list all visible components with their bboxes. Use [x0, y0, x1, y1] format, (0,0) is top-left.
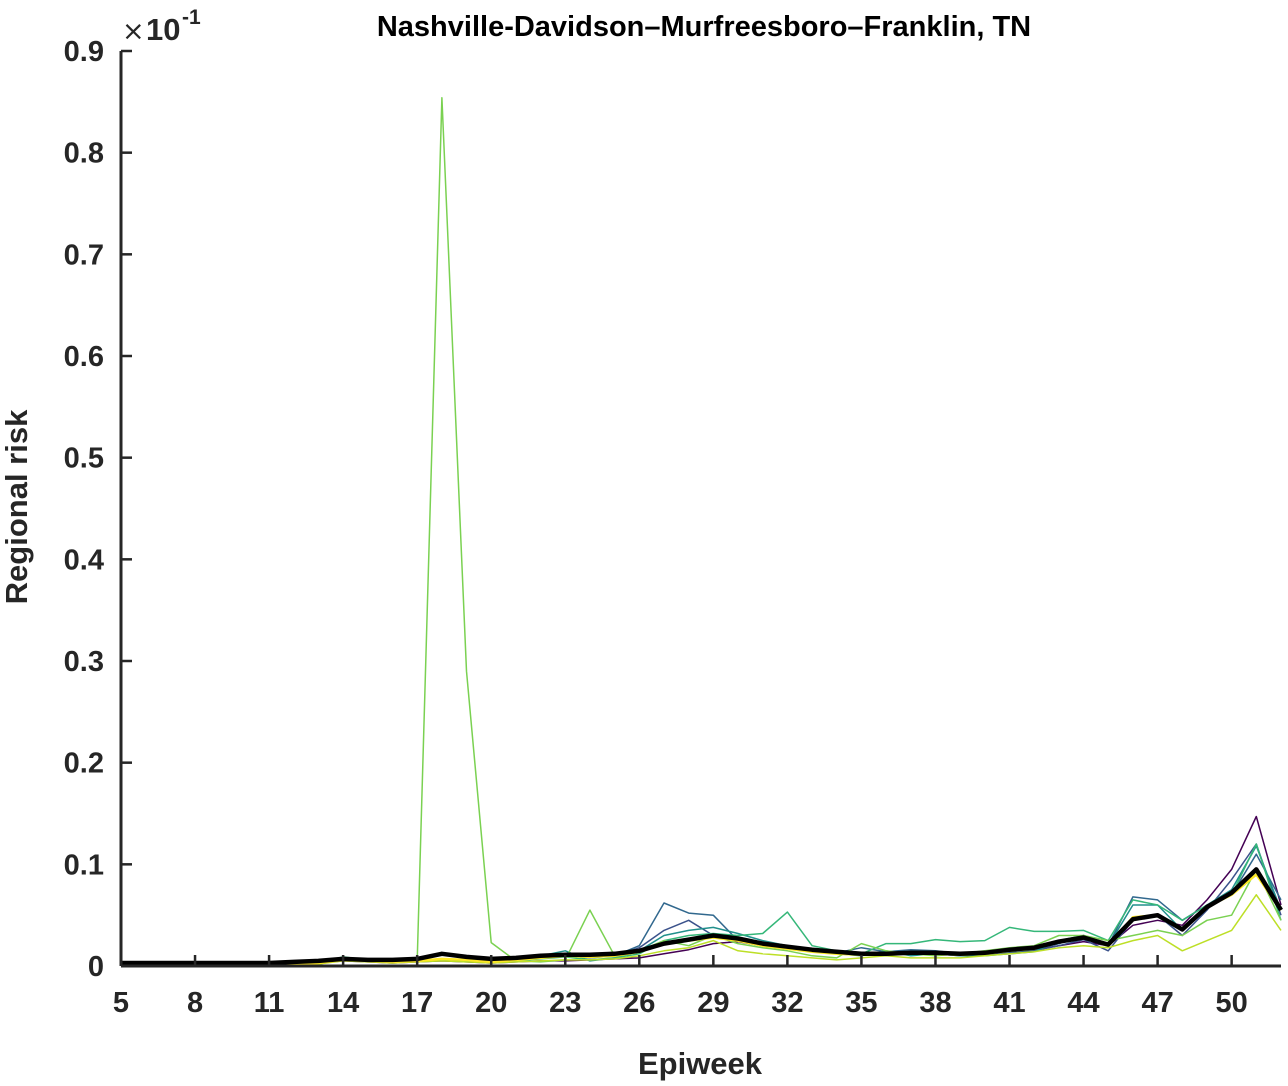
y-tick-label: 0.2	[64, 748, 104, 780]
tick-layer: 5 8 11 14 17 20 23 26 29 32 35 38 41 44 47 50 0 0.1 0.2 0.3…	[64, 36, 1248, 1019]
y-tick-label: 0.4	[64, 544, 104, 576]
y-tick-label: 0.3	[64, 646, 104, 678]
axis-exponent: × 10 -1	[122, 6, 201, 47]
x-tick-label: 29	[697, 987, 729, 1019]
exponent-base: 10	[146, 12, 180, 47]
x-tick-label: 11	[254, 987, 285, 1019]
x-tick-label: 20	[475, 987, 507, 1019]
exponent-times: ×	[122, 16, 145, 47]
y-tick-label: 0.5	[64, 443, 104, 475]
y-axis-label: Regional risk	[0, 409, 34, 604]
chart-title: Nashville-Davidson–Murfreesboro–Franklin…	[377, 11, 1031, 43]
x-tick-label: 47	[1141, 987, 1173, 1019]
x-tick-label: 23	[549, 987, 581, 1019]
y-tick-label: 0.6	[64, 341, 104, 373]
y-tick-label: 0	[88, 951, 104, 983]
x-tick-label: 8	[187, 987, 203, 1019]
x-axis-label: Epiweek	[638, 1046, 763, 1081]
exponent-power: -1	[182, 6, 201, 29]
x-tick-label: 38	[919, 987, 951, 1019]
x-tick-label: 26	[623, 987, 655, 1019]
axes-layer	[119, 49, 1281, 968]
series-layer	[121, 97, 1283, 968]
y-tick-label: 0.7	[64, 239, 104, 271]
x-tick-label: 41	[993, 987, 1025, 1019]
y-tick-label: 0.8	[64, 138, 104, 170]
y-tick-label: 0.1	[64, 849, 104, 881]
x-tick-label: 14	[327, 987, 359, 1019]
series-line-9	[121, 867, 1283, 966]
y-tick-label: 0.9	[64, 36, 104, 68]
x-tick-label: 17	[401, 987, 433, 1019]
x-tick-label: 50	[1216, 987, 1248, 1019]
x-tick-label: 35	[845, 987, 877, 1019]
x-tick-label: 44	[1067, 987, 1099, 1019]
x-tick-label: 32	[771, 987, 803, 1019]
x-tick-label: 5	[113, 987, 129, 1019]
